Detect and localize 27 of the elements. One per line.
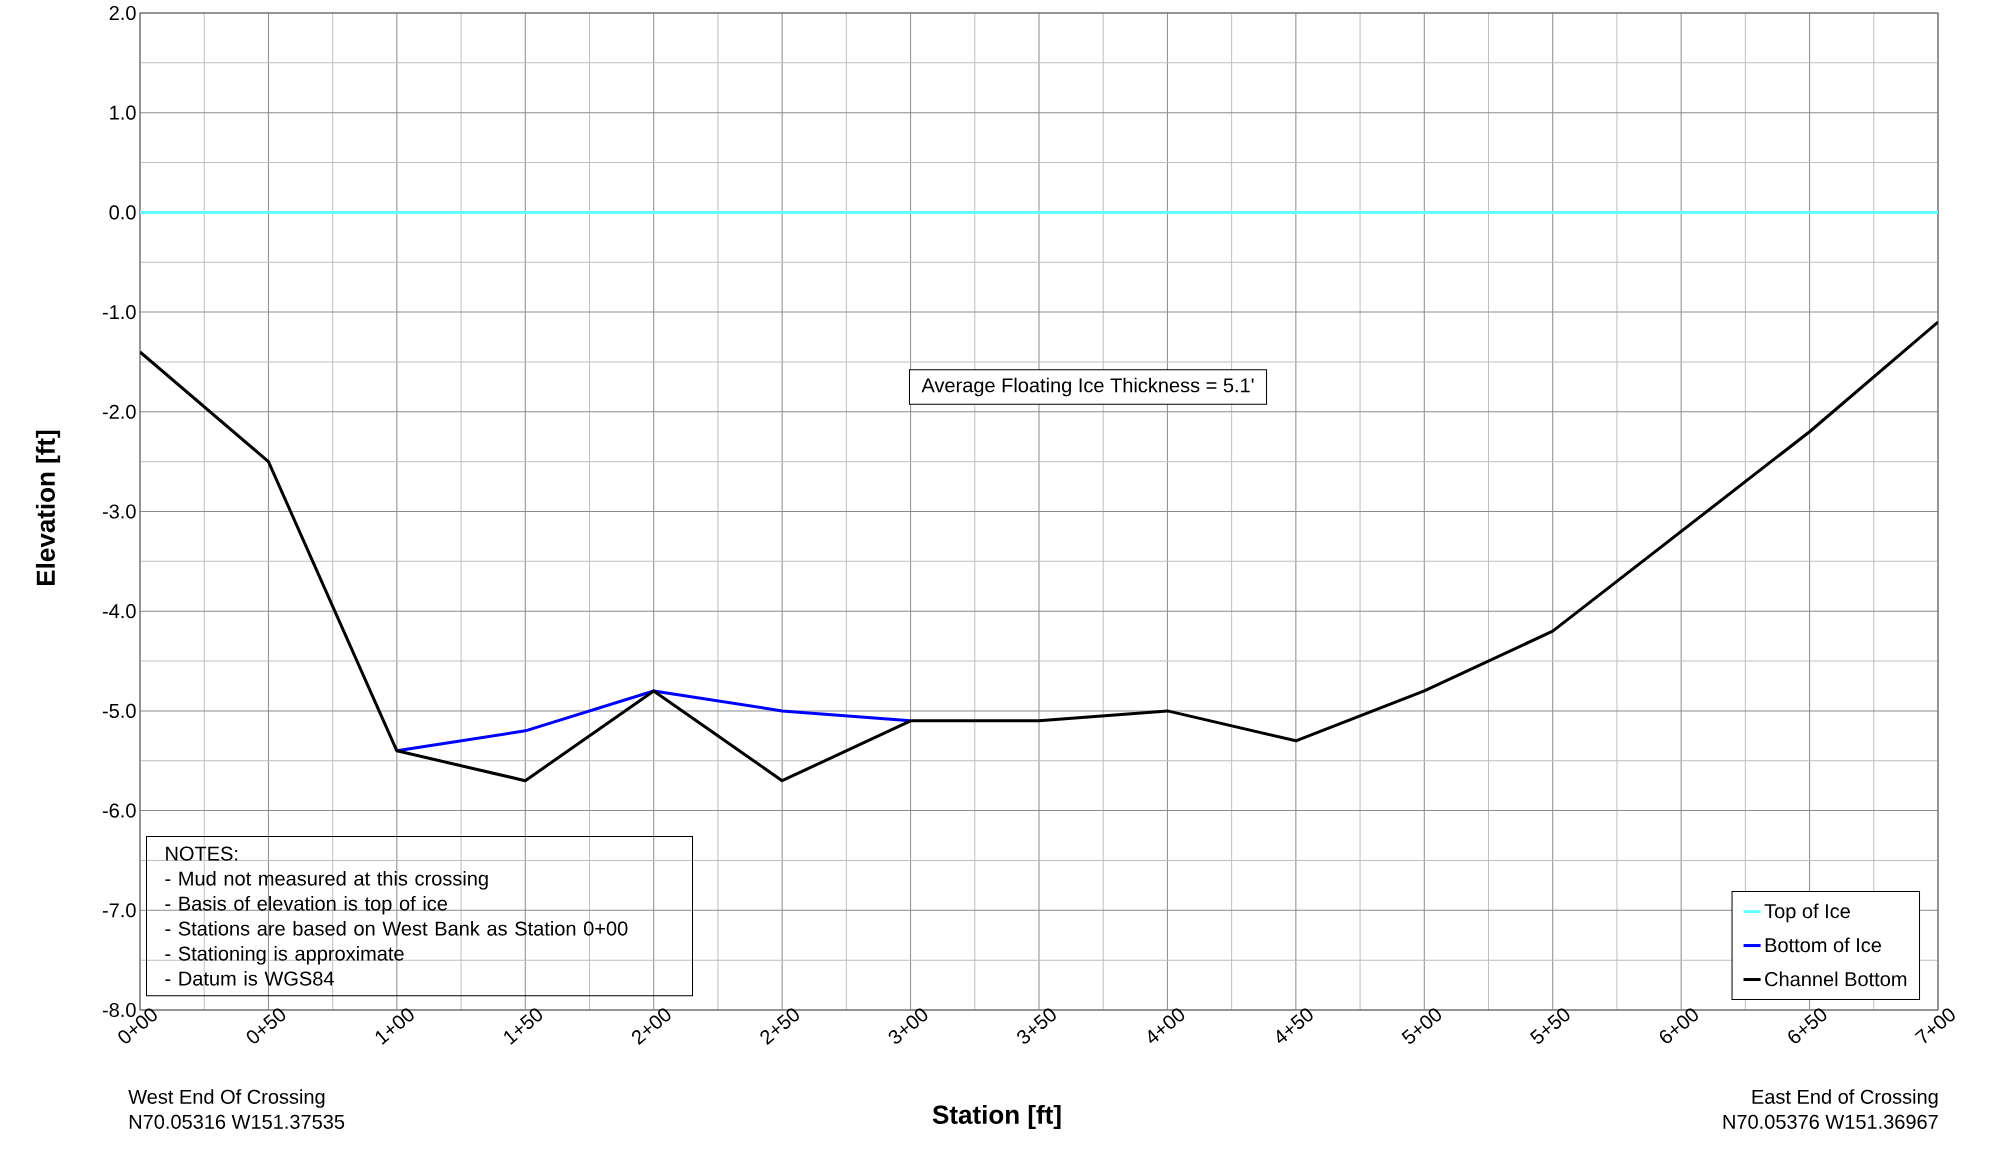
y-axis-title: Elevation [ft] [35,430,61,585]
y-tick-label: 2.0 [109,5,136,21]
annotation: - Stationing is approximate [165,945,404,965]
legend-label: Top of Ice [1764,903,1850,923]
legend-label: Bottom of Ice [1765,937,1882,953]
x-axis-title: Station [ft] [932,1104,1061,1130]
text: N70.05316 W151.37535 [129,1114,345,1129]
annotation: Average Floating Ice Thickness = 5.1' [921,377,1254,397]
annotation: - Stations are based on West Bank as Station 0+00 [165,920,628,936]
annotation: - Mud not measured at this crossing [165,870,488,890]
y-tick-label: -7.0 [102,903,136,918]
text: West End Of Crossing [128,1089,325,1108]
y-tick-label: -2.0 [102,404,136,419]
annotation: - Basis of elevation is top of ice [165,895,448,915]
line-series [395,689,913,753]
text: N70.05376 W151.36967 [1723,1114,1938,1129]
text: East End of Crossing [1752,1089,1938,1108]
annotation: - Datum is WGS84 [165,970,334,986]
legend-label: Channel Bottom [1765,971,1907,987]
y-tick-label: 0.0 [109,205,136,220]
y-tick-label: -3.0 [102,504,136,519]
y-tick-label: -5.0 [102,703,136,718]
y-tick-label: -1.0 [102,305,136,320]
y-tick-label: 1.0 [110,105,136,120]
y-tick-label: -4.0 [102,604,136,619]
annotation: NOTES: [166,846,238,861]
y-tick-label: -6.0 [102,803,136,818]
